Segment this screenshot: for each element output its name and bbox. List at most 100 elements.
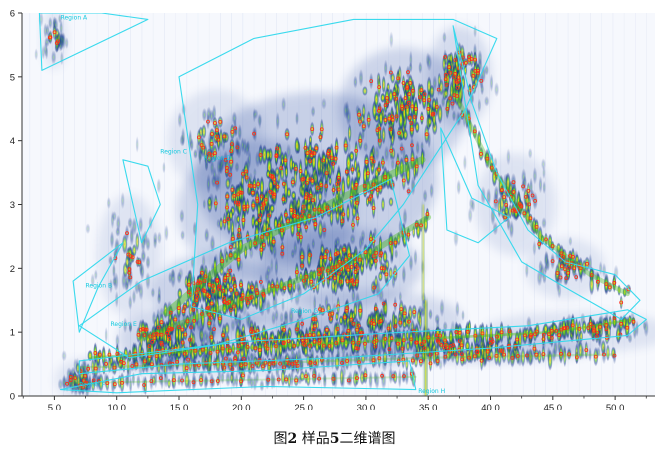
intensity-spot (221, 131, 227, 142)
peak-marker (209, 335, 214, 340)
peak-marker (361, 124, 366, 129)
intensity-spot (241, 168, 245, 180)
intensity-spot (127, 217, 133, 229)
intensity-spot (112, 276, 117, 287)
x-tick-label: 20.0 (232, 403, 251, 410)
intensity-spot (354, 139, 358, 162)
intensity-spot (85, 375, 90, 391)
intensity-spot (528, 348, 535, 366)
intensity-spot (213, 255, 217, 279)
intensity-spot (86, 363, 90, 375)
y-tick-label: 1 (10, 328, 15, 339)
peak-marker (380, 160, 385, 165)
intensity-spot (418, 61, 423, 75)
intensity-spot (85, 223, 91, 235)
intensity-spot (456, 179, 461, 196)
intensity-spot (34, 48, 38, 61)
intensity-spot (167, 378, 171, 389)
intensity-spot (202, 329, 208, 343)
peak-marker (260, 234, 265, 239)
peak-marker (327, 312, 332, 317)
ridge-layer (65, 87, 636, 385)
peak-marker (503, 215, 508, 220)
peak-marker (351, 321, 356, 326)
peak-marker (346, 267, 351, 272)
peak-marker (270, 175, 275, 180)
peak-marker (274, 154, 279, 159)
intensity-spot (473, 322, 478, 349)
intensity-spot (313, 199, 317, 221)
peak-marker (435, 338, 440, 343)
intensity-spot (469, 50, 474, 68)
peak-marker (500, 349, 505, 354)
intensity-spot (365, 195, 370, 208)
intensity-spot (177, 287, 183, 300)
peak-marker (312, 151, 317, 156)
intensity-spot (520, 346, 526, 368)
intensity-spot (214, 123, 220, 138)
intensity-spot (145, 236, 151, 252)
intensity-spot (158, 325, 165, 344)
intensity-spot (382, 348, 388, 367)
peak-marker (311, 198, 316, 203)
intensity-spot (344, 351, 350, 371)
peak-marker (300, 209, 305, 214)
peak-marker (410, 143, 414, 148)
intensity-spot (349, 233, 356, 245)
peak-marker (305, 151, 310, 156)
peak-marker (225, 273, 230, 278)
peak-marker (550, 259, 555, 264)
intensity-spot (350, 332, 356, 357)
background-band (63, 13, 64, 396)
background-band (175, 13, 176, 396)
peak-marker (371, 206, 376, 211)
intensity-spot (343, 335, 349, 352)
intensity-spot (367, 245, 373, 258)
peak-marker (236, 233, 241, 238)
intensity-spot (392, 85, 397, 103)
x-tick-label: 30.0 (357, 403, 376, 410)
intensity-spot (106, 196, 111, 210)
peak-marker (228, 307, 233, 312)
peak-marker (419, 88, 424, 93)
intensity-spot (542, 180, 546, 195)
peak-marker (448, 96, 453, 101)
peak-marker (327, 149, 331, 154)
intensity-spot (544, 232, 548, 247)
intensity-spot (265, 298, 271, 316)
intensity-spot (481, 65, 486, 83)
peak-layer (48, 30, 636, 389)
peak-marker (403, 96, 408, 101)
intensity-spot (192, 308, 196, 334)
intensity-spot (607, 281, 613, 293)
peak-marker (271, 194, 276, 199)
peak-marker (180, 340, 185, 345)
intensity-spot (390, 72, 396, 84)
intensity-spot (494, 82, 500, 98)
intensity-spot (135, 136, 139, 153)
intensity-spot (381, 196, 385, 213)
intensity-spot (351, 286, 356, 305)
intensity-spot (202, 198, 206, 210)
peak-marker (479, 79, 484, 83)
intensity-spot (588, 347, 592, 362)
peak-marker (314, 146, 319, 151)
intensity-spot (299, 370, 306, 382)
peak-marker (404, 104, 409, 109)
intensity-spot (117, 359, 123, 370)
background-band (590, 13, 591, 396)
intensity-spot (183, 328, 188, 341)
intensity-spot (269, 338, 273, 358)
intensity-spot (353, 301, 358, 321)
intensity-spot (217, 115, 224, 129)
intensity-spot (113, 248, 119, 259)
intensity-spot (322, 361, 326, 376)
peak-marker (342, 315, 347, 320)
peak-marker (180, 327, 185, 332)
intensity-spot (489, 348, 494, 362)
x-tick-label: 50.0 (606, 403, 625, 410)
intensity-spot (329, 207, 334, 228)
peak-marker (378, 253, 383, 258)
intensity-spot (283, 374, 289, 385)
intensity-spot (360, 256, 365, 269)
